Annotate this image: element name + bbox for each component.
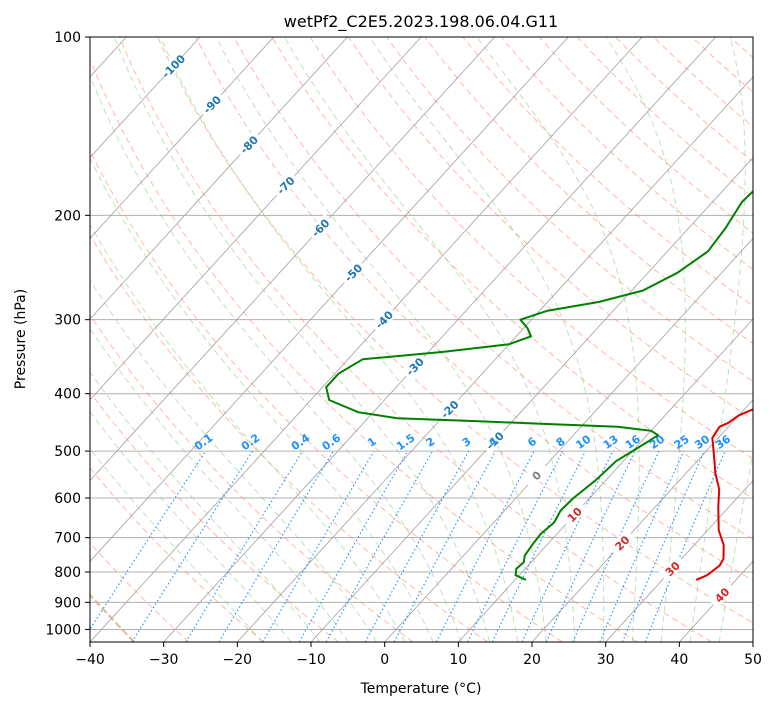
isotherm-line xyxy=(605,479,753,642)
isotherm-line xyxy=(458,318,753,642)
plot-frame xyxy=(89,36,754,643)
dewpoint-profile-line xyxy=(325,189,753,581)
x-tick-label: −40 xyxy=(75,652,105,668)
moist-adiabat-line xyxy=(90,279,377,642)
dry-adiabat-line xyxy=(90,58,638,642)
pressure-gridlines xyxy=(90,37,753,630)
dry-adiabat-line xyxy=(118,37,712,642)
temperature-profile-line xyxy=(695,408,753,581)
isotherm-label-bg xyxy=(608,528,636,557)
x-axis-title: Temperature (°C) xyxy=(360,681,482,697)
x-tick-label: −20 xyxy=(223,652,253,668)
y-tick-label: 200 xyxy=(54,208,81,224)
moist-adiabats xyxy=(90,37,753,642)
x-tick-label: 50 xyxy=(744,652,762,668)
dry-adiabat-line xyxy=(195,37,753,582)
sounding-profiles xyxy=(325,189,753,581)
x-tick-label: −30 xyxy=(149,652,179,668)
isotherm-line xyxy=(90,37,643,642)
moist-adiabat-line xyxy=(476,37,640,642)
isotherm-line xyxy=(237,76,753,642)
isotherm-label-bg xyxy=(707,580,736,609)
isotherm-label-bg xyxy=(400,352,429,381)
dry-adiabat-line xyxy=(348,37,753,421)
plot-area: -100-90-80-70-60-50-40-30-20-10010203040… xyxy=(90,37,753,642)
mixing-ratio-line xyxy=(393,450,496,642)
y-tick-label: 400 xyxy=(54,387,81,403)
isotherm-line xyxy=(384,237,753,642)
chart-title: wetPf2_C2E5.2023.198.06.04.G11 xyxy=(284,12,558,32)
moist-adiabat-line xyxy=(90,371,321,642)
dry-adiabat-line xyxy=(90,149,563,642)
y-axis-title: Pressure (hPa) xyxy=(13,289,29,389)
moist-adiabat-line xyxy=(689,37,746,642)
moist-adiabat-line xyxy=(284,37,576,642)
y-tick-label: 500 xyxy=(54,444,81,460)
mixing-ratio-line xyxy=(599,450,685,642)
isotherm-label-bg xyxy=(234,130,263,159)
isotherm-line xyxy=(90,37,201,159)
moist-adiabat-line xyxy=(90,157,434,642)
isotherm-label-bg xyxy=(522,461,550,490)
x-tick-label: 20 xyxy=(523,652,541,668)
dry-adiabat-line xyxy=(309,37,753,460)
dry-adiabat-line xyxy=(386,37,753,382)
moist-adiabat-line xyxy=(113,37,490,642)
moist-adiabat-line xyxy=(605,37,686,642)
x-tick-label: 10 xyxy=(449,652,467,668)
isotherm-label-bg xyxy=(197,90,226,118)
mixing-ratio-line xyxy=(90,450,207,631)
isotherm-label-bg xyxy=(560,500,589,529)
y-axis-ticks: 1000 900 800 700 600 500 400 300 200 100 xyxy=(45,30,90,638)
x-tick-label: 0 xyxy=(380,652,389,668)
moist-adiabat-line xyxy=(215,37,547,642)
mixing-ratio-line xyxy=(572,450,660,642)
moist-adiabat-line xyxy=(90,411,292,642)
isotherm-line xyxy=(90,37,275,239)
isotherm-line xyxy=(163,37,717,642)
isotherm-line xyxy=(90,37,422,401)
mixing-ratio-line xyxy=(131,450,254,642)
dry-adiabat-line xyxy=(90,234,488,642)
isotherm-label-bg xyxy=(369,305,398,334)
mixing-ratio-line xyxy=(185,450,304,642)
y-tick-label: 700 xyxy=(54,531,81,547)
mixing-ratio-line xyxy=(467,450,564,642)
x-tick-label: −10 xyxy=(296,652,326,668)
x-tick-label: 30 xyxy=(597,652,615,668)
moist-adiabat-line xyxy=(718,450,753,642)
y-tick-label: 600 xyxy=(54,491,81,507)
y-tick-label: 900 xyxy=(54,595,81,611)
moist-adiabat-line xyxy=(90,223,406,642)
isotherm-label-bg xyxy=(339,258,367,287)
dry-adiabat-line xyxy=(271,37,753,500)
dry-adiabat-line xyxy=(90,467,264,642)
isotherm-line xyxy=(90,37,569,562)
y-tick-label: 1000 xyxy=(45,622,81,638)
mixing-ratio-line xyxy=(364,450,470,642)
moist-adiabat-line xyxy=(160,37,519,642)
mixing-ratio-line xyxy=(621,450,705,642)
moist-adiabat-line xyxy=(90,327,349,642)
isotherm-label-bg xyxy=(480,426,509,455)
isotherm-label-bg xyxy=(159,52,187,80)
mixing-ratio-line xyxy=(325,450,433,642)
y-tick-label: 800 xyxy=(54,565,81,581)
isotherm-line xyxy=(90,37,496,482)
y-tick-label: 300 xyxy=(54,313,81,329)
x-axis-ticks: −40 −30 −20 −10 0 10 20 30 40 50 xyxy=(75,642,762,668)
isotherm-label-bg xyxy=(306,213,334,242)
dry-adiabat-line xyxy=(90,542,190,642)
y-tick-label: 100 xyxy=(54,30,81,46)
x-tick-label: 40 xyxy=(670,652,688,668)
moist-adiabat-line xyxy=(90,75,462,642)
isotherm-label-bg xyxy=(658,554,686,583)
isotherm-label-bg xyxy=(271,171,300,199)
isotherm-label-bg xyxy=(435,395,464,423)
isotherm-line xyxy=(310,157,753,642)
